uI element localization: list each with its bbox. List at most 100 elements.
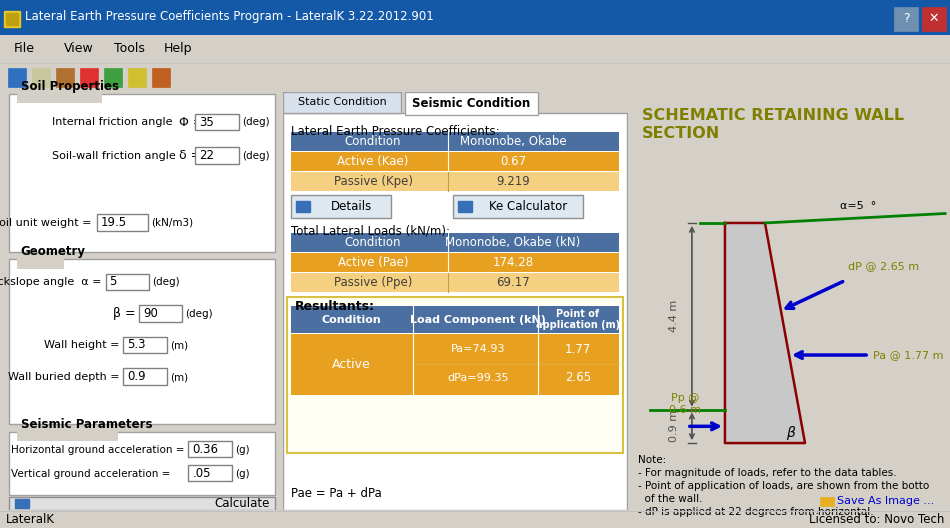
Bar bbox=[291, 232, 619, 252]
Text: .05: .05 bbox=[192, 467, 211, 480]
Bar bbox=[124, 337, 166, 353]
Bar bbox=[104, 69, 122, 87]
Text: Vertical ground acceleration =: Vertical ground acceleration = bbox=[10, 469, 170, 479]
Bar bbox=[922, 7, 946, 31]
Bar bbox=[405, 92, 538, 115]
Text: Horizontal ground acceleration =: Horizontal ground acceleration = bbox=[10, 445, 184, 455]
Text: Condition: Condition bbox=[321, 315, 381, 325]
Text: 174.28: 174.28 bbox=[492, 256, 534, 269]
Text: 1.77: 1.77 bbox=[565, 343, 591, 356]
Text: 90: 90 bbox=[143, 307, 158, 320]
Text: Soil-wall friction angle: Soil-wall friction angle bbox=[52, 151, 176, 161]
Text: Backslope angle  α =: Backslope angle α = bbox=[0, 277, 102, 287]
Text: Pae = Pa + dPa: Pae = Pa + dPa bbox=[291, 487, 382, 501]
Text: Help: Help bbox=[164, 42, 193, 55]
Text: (kN/m3): (kN/m3) bbox=[151, 218, 193, 228]
Bar bbox=[291, 195, 391, 218]
Bar bbox=[291, 172, 619, 191]
Text: Active (Pae): Active (Pae) bbox=[338, 256, 408, 269]
Text: β: β bbox=[787, 427, 795, 440]
Text: Active: Active bbox=[332, 358, 370, 371]
Text: Note:
- For magnitude of loads, refer to the data tables.
- Point of application: Note: - For magnitude of loads, refer to… bbox=[637, 455, 929, 517]
Text: File: File bbox=[14, 42, 35, 55]
Text: Wall buried depth =: Wall buried depth = bbox=[8, 372, 120, 382]
Text: 0.36: 0.36 bbox=[192, 443, 218, 456]
Text: 5.3: 5.3 bbox=[127, 338, 145, 352]
Text: dPa=99.35: dPa=99.35 bbox=[447, 373, 509, 383]
Bar bbox=[9, 94, 276, 252]
Text: Internal friction angle: Internal friction angle bbox=[52, 118, 173, 127]
Text: (deg): (deg) bbox=[185, 309, 213, 319]
Bar bbox=[196, 114, 238, 130]
Text: 22: 22 bbox=[200, 149, 215, 162]
Text: 4.4 m: 4.4 m bbox=[669, 300, 679, 333]
Text: 35: 35 bbox=[200, 116, 214, 128]
Text: Passive (Kpe): Passive (Kpe) bbox=[333, 175, 412, 188]
Text: ?: ? bbox=[902, 13, 909, 25]
Bar bbox=[32, 69, 50, 87]
Text: Wall height =: Wall height = bbox=[44, 341, 120, 351]
Bar bbox=[296, 201, 310, 212]
Text: dP @ 2.65 m: dP @ 2.65 m bbox=[848, 261, 920, 271]
Text: Total Lateral Loads (kN/m):: Total Lateral Loads (kN/m): bbox=[291, 225, 450, 238]
Text: (m): (m) bbox=[170, 372, 188, 382]
Text: SCHEMATIC RETAINING WALL
SECTION: SCHEMATIC RETAINING WALL SECTION bbox=[642, 108, 904, 140]
Bar bbox=[283, 92, 401, 113]
Bar bbox=[17, 430, 119, 441]
Bar bbox=[128, 69, 146, 87]
Text: 0.67: 0.67 bbox=[500, 155, 526, 168]
Bar bbox=[4, 11, 20, 27]
Bar bbox=[9, 259, 276, 424]
Text: (deg): (deg) bbox=[152, 277, 180, 287]
Bar bbox=[124, 369, 166, 385]
Bar bbox=[17, 258, 64, 269]
Bar bbox=[458, 201, 472, 212]
Bar bbox=[17, 92, 102, 103]
Text: Seismic Condition: Seismic Condition bbox=[412, 97, 530, 110]
Text: 9.219: 9.219 bbox=[496, 175, 530, 188]
Bar bbox=[8, 69, 26, 87]
Text: (deg): (deg) bbox=[241, 151, 270, 161]
Bar bbox=[6, 13, 18, 25]
Text: α=5  °: α=5 ° bbox=[840, 201, 876, 211]
Bar bbox=[188, 441, 232, 457]
Bar bbox=[291, 273, 619, 292]
Text: ✕: ✕ bbox=[929, 13, 940, 25]
Bar bbox=[291, 132, 619, 151]
Text: δ =: δ = bbox=[179, 149, 200, 163]
Text: Point of
application (m): Point of application (m) bbox=[536, 309, 620, 331]
Bar bbox=[453, 195, 583, 218]
Bar bbox=[291, 252, 619, 272]
Bar bbox=[105, 274, 149, 290]
Text: LateralK: LateralK bbox=[6, 513, 55, 525]
Text: Active (Kae): Active (Kae) bbox=[337, 155, 408, 168]
Text: Condition: Condition bbox=[345, 235, 401, 249]
Text: Soil Properties: Soil Properties bbox=[21, 80, 119, 93]
Text: Load Component (kN): Load Component (kN) bbox=[410, 315, 546, 325]
Text: 19.5: 19.5 bbox=[101, 216, 126, 229]
Bar bbox=[97, 214, 148, 231]
Text: (deg): (deg) bbox=[241, 118, 270, 127]
Text: 2.65: 2.65 bbox=[565, 372, 591, 384]
Text: β =: β = bbox=[113, 307, 136, 320]
Text: 0.9 m: 0.9 m bbox=[669, 410, 679, 442]
Bar bbox=[291, 306, 619, 333]
Text: Mononobe, Okabe: Mononobe, Okabe bbox=[460, 135, 566, 148]
Text: (g): (g) bbox=[235, 469, 250, 479]
Text: Lateral Earth Pressure Coefficients Program - LateralK 3.22.2012.901: Lateral Earth Pressure Coefficients Prog… bbox=[25, 11, 434, 23]
Bar bbox=[894, 7, 918, 31]
Text: 69.17: 69.17 bbox=[496, 276, 530, 289]
Text: Tools: Tools bbox=[114, 42, 144, 55]
Bar bbox=[820, 497, 834, 506]
Polygon shape bbox=[725, 223, 805, 443]
Text: 5: 5 bbox=[109, 275, 117, 288]
Text: Ke Calculator: Ke Calculator bbox=[489, 200, 567, 213]
Text: Passive (Ppe): Passive (Ppe) bbox=[333, 276, 412, 289]
Text: Calculate: Calculate bbox=[214, 497, 270, 510]
Text: Geometry: Geometry bbox=[21, 246, 86, 258]
Bar bbox=[139, 305, 182, 322]
Bar bbox=[291, 334, 619, 395]
Text: Pp @
0.6 m: Pp @ 0.6 m bbox=[669, 393, 701, 415]
Text: Seismic Parameters: Seismic Parameters bbox=[21, 418, 152, 431]
Text: 0.9: 0.9 bbox=[127, 370, 146, 383]
